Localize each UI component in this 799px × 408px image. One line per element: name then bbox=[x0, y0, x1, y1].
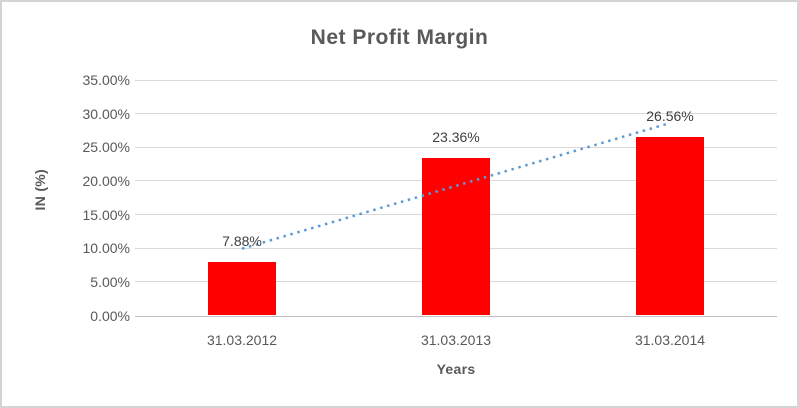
bar bbox=[422, 158, 490, 316]
y-axis-tick-label: 25.00% bbox=[82, 139, 130, 156]
y-axis-tick-label: 20.00% bbox=[82, 172, 130, 189]
y-axis-tick-label: 15.00% bbox=[82, 206, 130, 223]
data-label: 7.88% bbox=[222, 233, 262, 250]
bar bbox=[208, 262, 276, 316]
data-label: 23.36% bbox=[432, 129, 480, 146]
x-axis-category-label: 31.03.2013 bbox=[420, 332, 492, 348]
x-axis-line bbox=[135, 315, 777, 317]
y-axis-tick-label: 30.00% bbox=[82, 105, 130, 122]
y-axis-tick-label: 5.00% bbox=[90, 273, 130, 290]
y-axis-tick-label: 35.00% bbox=[82, 72, 130, 88]
x-axis-category-label: 31.03.2012 bbox=[206, 332, 278, 348]
gridline bbox=[135, 146, 777, 148]
data-label: 26.56% bbox=[646, 107, 694, 124]
gridline bbox=[135, 79, 777, 81]
y-axis-tick-label: 10.00% bbox=[82, 240, 130, 257]
trendline-path bbox=[241, 121, 671, 250]
y-axis-tick-label: 0.00% bbox=[90, 307, 130, 324]
bar bbox=[636, 136, 704, 316]
x-axis-category-label: 31.03.2014 bbox=[634, 332, 706, 348]
gridline bbox=[135, 113, 777, 115]
x-axis-title: Years bbox=[436, 361, 476, 377]
chart-title: Net Profit Margin bbox=[310, 26, 489, 49]
